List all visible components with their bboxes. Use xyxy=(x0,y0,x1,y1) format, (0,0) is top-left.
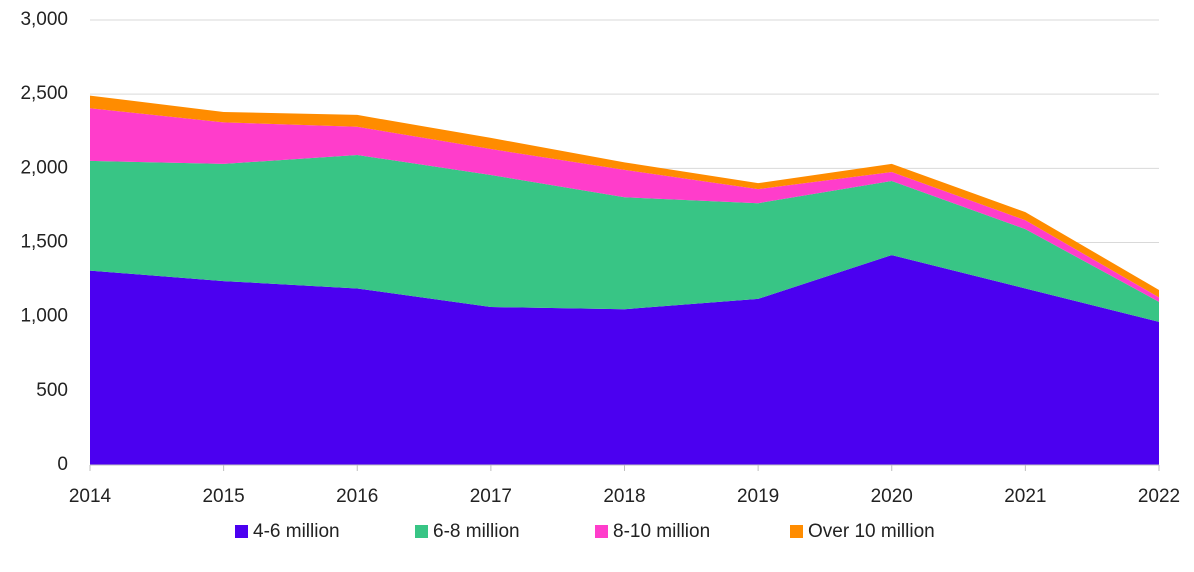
x-tick-label: 2018 xyxy=(603,486,645,507)
y-tick-label: 500 xyxy=(36,380,68,401)
x-tick-label: 2021 xyxy=(1004,486,1046,507)
x-tick-label: 2014 xyxy=(69,486,112,507)
y-tick-label: 3,000 xyxy=(20,9,68,30)
x-tick-label: 2020 xyxy=(871,486,913,507)
area xyxy=(90,154,1159,322)
legend-swatch xyxy=(595,525,608,538)
area xyxy=(90,95,1159,298)
y-tick-label: 1,500 xyxy=(20,232,68,253)
x-tick-label: 2019 xyxy=(737,486,779,507)
x-tick-label: 2016 xyxy=(336,486,378,507)
area xyxy=(90,108,1159,302)
legend-swatch xyxy=(790,525,803,538)
legend-label: Over 10 million xyxy=(808,521,935,542)
x-tick-label: 2015 xyxy=(202,486,244,507)
legend-label: 8-10 million xyxy=(613,521,710,542)
legend-swatch xyxy=(415,525,428,538)
y-tick-label: 2,500 xyxy=(20,83,68,104)
legend-label: 4-6 million xyxy=(253,521,340,542)
x-tick-label: 2017 xyxy=(470,486,512,507)
legend-label: 6-8 million xyxy=(433,521,520,542)
area xyxy=(90,255,1159,465)
y-tick-label: 2,000 xyxy=(20,157,68,178)
y-tick-label: 1,000 xyxy=(20,306,68,327)
y-tick-label: 0 xyxy=(57,454,68,475)
x-tick-label: 2022 xyxy=(1138,486,1180,507)
legend-swatch xyxy=(235,525,248,538)
